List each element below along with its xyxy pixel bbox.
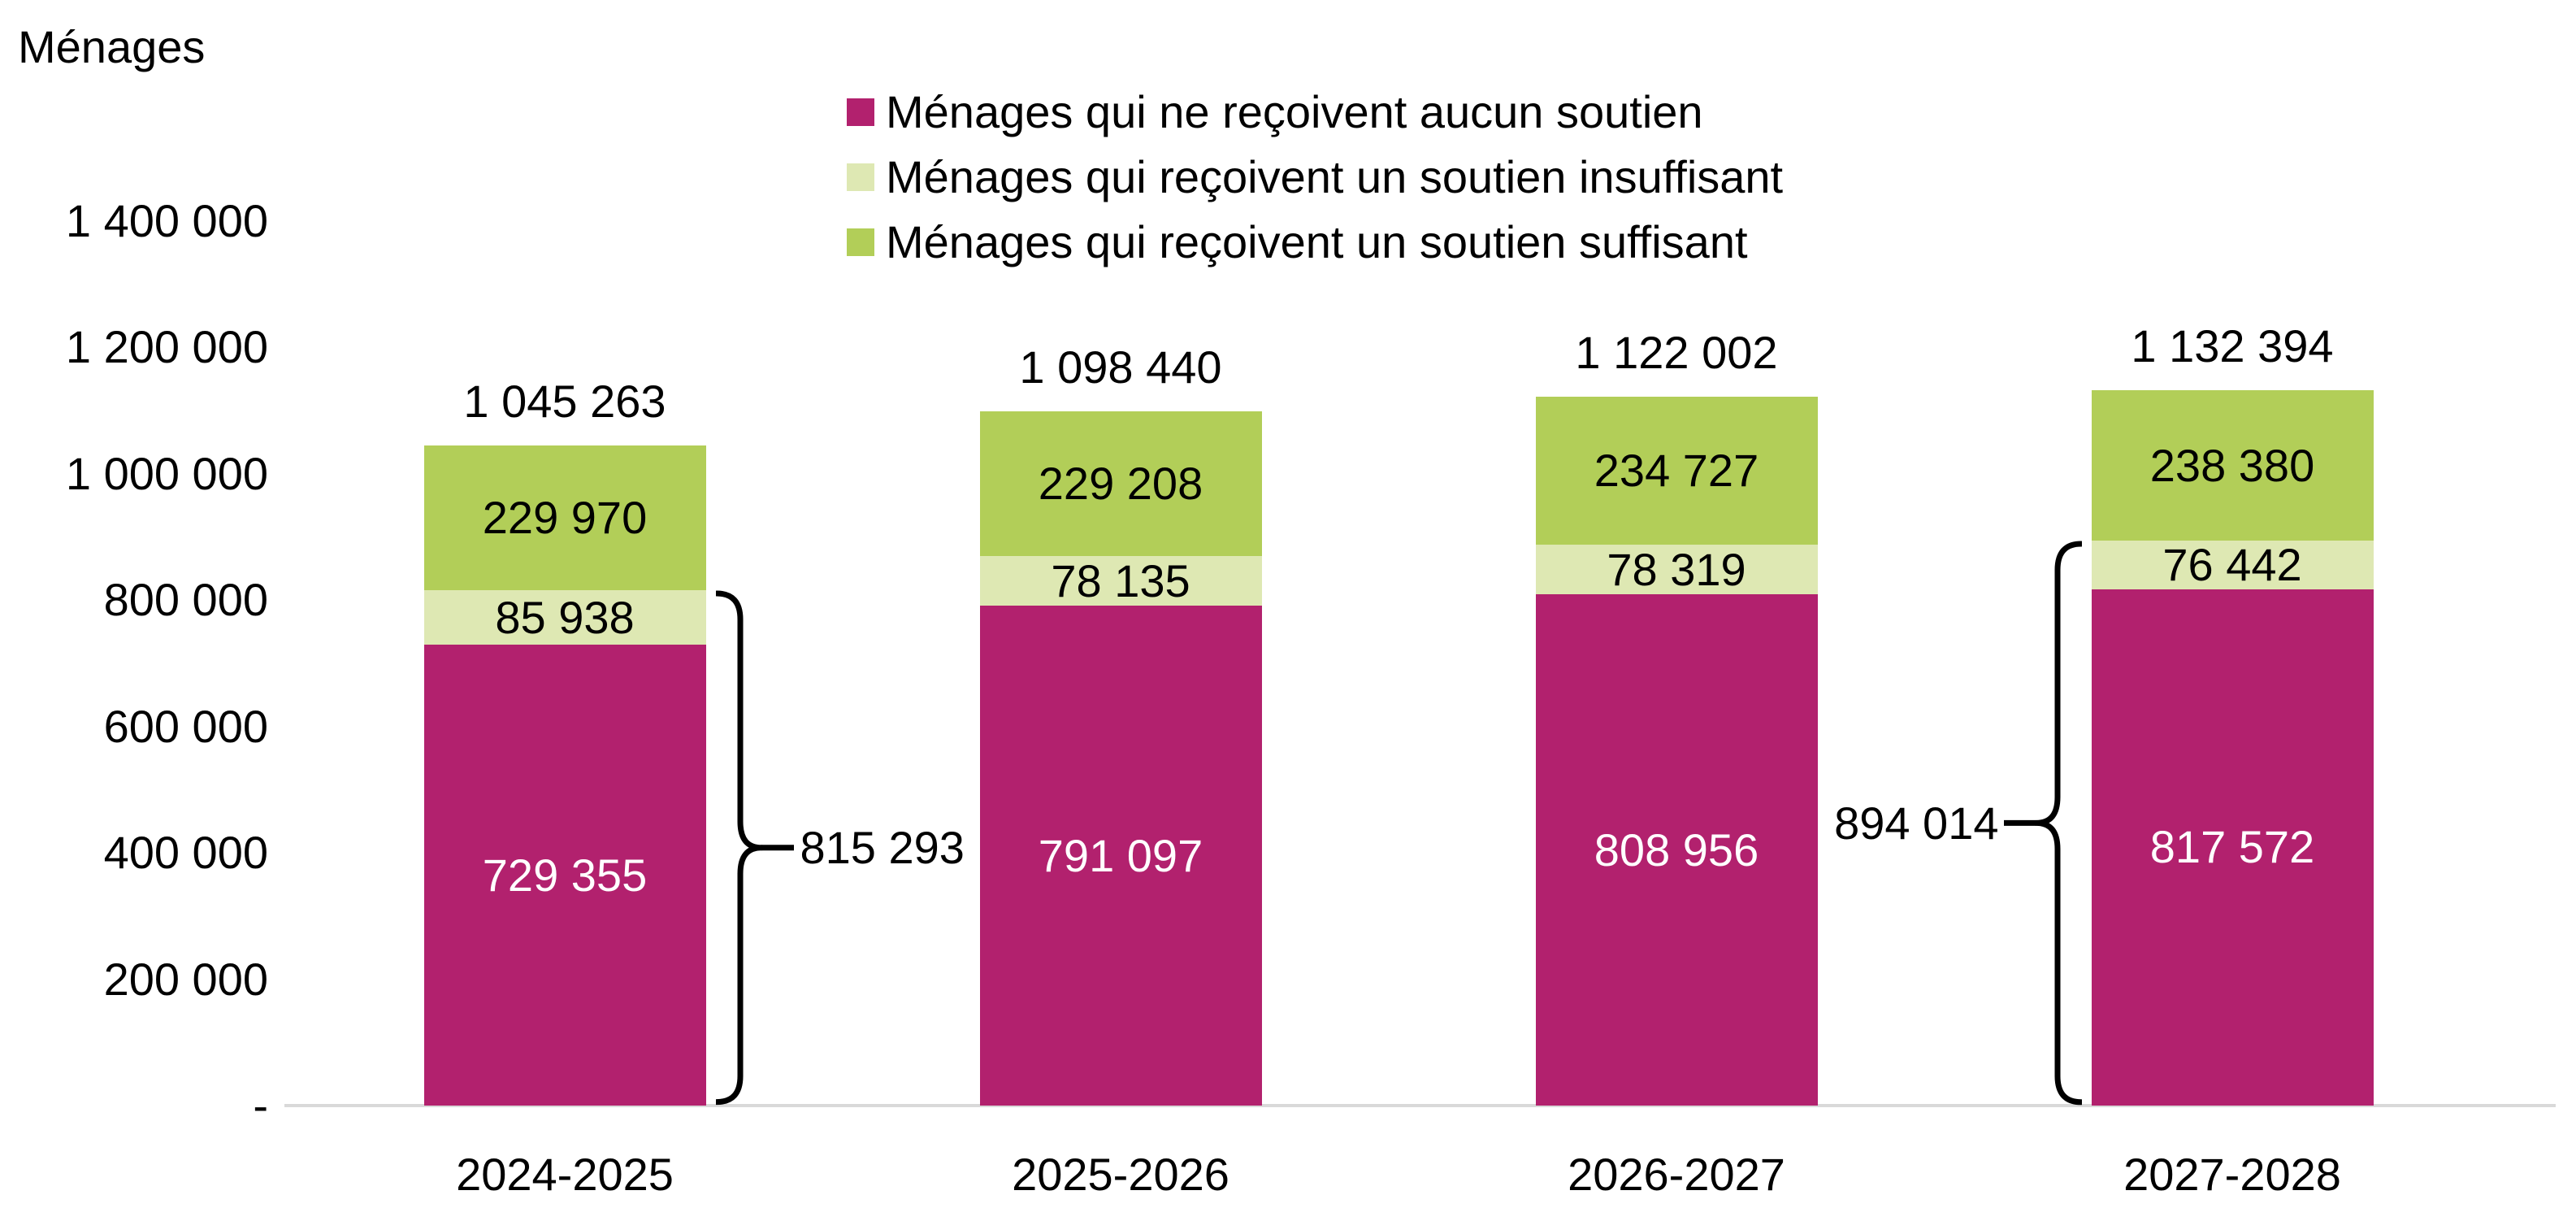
legend-swatch-soutien-suffisant-icon: [847, 228, 874, 256]
bar-segment-suffisant-2026-2027: [1535, 397, 1818, 545]
bar-segment-value: 78 319: [1607, 543, 1746, 595]
bar-segment-value: 76 442: [2162, 538, 2302, 590]
bar-total-value: 1 122 002: [1575, 327, 1778, 379]
legend-swatch-soutien-insuffisant-icon: [847, 163, 874, 191]
bar-segment-value: 85 938: [495, 591, 635, 643]
bar-total-value: 1 098 440: [1019, 341, 1222, 393]
y-axis-tick-label: 1 200 000: [65, 321, 268, 373]
bar-segment-aucun-2024-2025: [423, 645, 706, 1106]
legend-item-soutien-suffisant: Ménages qui reçoivent un soutien suffisa…: [847, 215, 1783, 270]
x-axis-category-label: 2025-2026: [1012, 1149, 1229, 1200]
legend-label: Ménages qui reçoivent un soutien insuffi…: [886, 151, 1784, 202]
brace-annotation-icon: [715, 590, 794, 1106]
y-axis-tick-label: 200 000: [103, 953, 268, 1005]
x-axis-category-label: 2027-2028: [2123, 1149, 2341, 1200]
legend-item-aucun-soutien: Ménages qui ne reçoivent aucun soutien: [847, 85, 1783, 140]
x-axis-category-label: 2026-2027: [1568, 1149, 1785, 1200]
bar-segment-suffisant-2024-2025: [423, 445, 706, 591]
bar-segment-insuffisant-2024-2025: [423, 590, 706, 645]
y-axis-tick-label: 800 000: [103, 574, 268, 626]
bar-segment-value: 729 355: [482, 849, 648, 901]
bar-segment-insuffisant-2026-2027: [1535, 545, 1818, 595]
legend-label: Ménages qui ne reçoivent aucun soutien: [886, 86, 1703, 137]
y-axis-tick-label: 1 400 000: [65, 195, 268, 246]
bar-segment-suffisant-2027-2028: [2091, 389, 2374, 541]
y-axis-tick-label: 1 000 000: [65, 447, 268, 499]
legend-label: Ménages qui reçoivent un soutien suffisa…: [886, 216, 1748, 267]
bar-segment-value: 817 572: [2149, 821, 2315, 873]
bar-segment-value: 808 956: [1594, 823, 1759, 876]
x-axis-line: [284, 1104, 2556, 1107]
y-axis-title: Ménages: [18, 21, 206, 72]
legend-item-soutien-insuffisant: Ménages qui reçoivent un soutien insuffi…: [847, 150, 1783, 205]
legend-swatch-aucun-soutien-icon: [847, 98, 874, 126]
bar-segment-suffisant-2025-2026: [979, 411, 1262, 557]
brace-annotation-value: 815 293: [800, 822, 965, 874]
bar-total-value: 1 045 263: [463, 375, 666, 427]
bar-segment-value: 229 970: [482, 492, 648, 544]
y-axis-tick-label: 400 000: [103, 827, 268, 879]
bar-segment-value: 78 135: [1051, 554, 1190, 606]
y-axis-tick-label: -: [253, 1080, 268, 1131]
bar-segment-insuffisant-2025-2026: [979, 556, 1262, 606]
brace-annotation-value: 894 014: [1834, 797, 1999, 849]
bar-segment-aucun-2025-2026: [979, 606, 1262, 1106]
x-axis-category-label: 2024-2025: [456, 1149, 674, 1200]
bar-segment-value: 234 727: [1594, 445, 1759, 497]
bar-segment-aucun-2027-2028: [2091, 589, 2374, 1106]
bar-segment-value: 791 097: [1038, 829, 1203, 881]
bar-segment-value: 229 208: [1038, 458, 1203, 510]
y-axis-tick-label: 600 000: [103, 700, 268, 752]
brace-annotation-icon: [2003, 541, 2082, 1106]
bar-segment-insuffisant-2027-2028: [2091, 541, 2374, 589]
bar-segment-aucun-2026-2027: [1535, 594, 1818, 1106]
legend: Ménages qui ne reçoivent aucun soutien M…: [847, 85, 1783, 270]
bar-total-value: 1 132 394: [2131, 319, 2334, 372]
bar-segment-value: 238 380: [2149, 439, 2315, 491]
